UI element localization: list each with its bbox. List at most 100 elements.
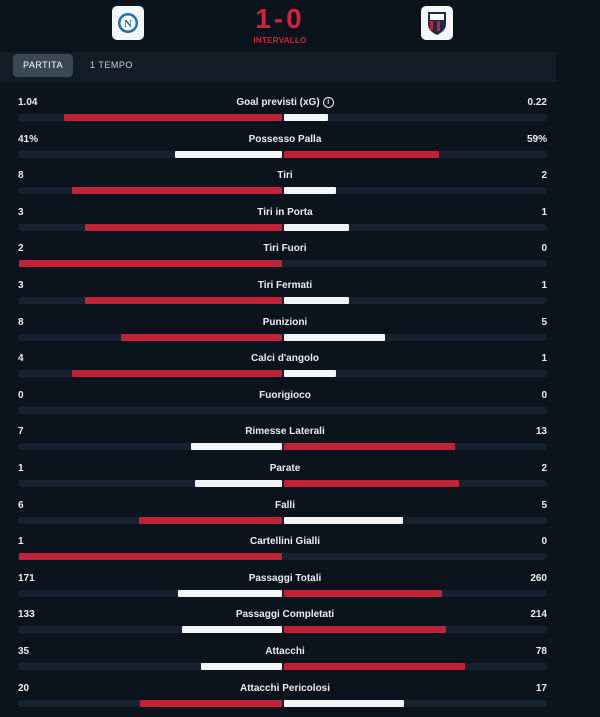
stat-bar-track bbox=[18, 370, 547, 378]
away-stat-value: 1 bbox=[541, 206, 547, 218]
home-stat-bar bbox=[64, 114, 282, 121]
stat-row: 2 Tiri Fuori 0 bbox=[0, 230, 600, 268]
stat-row: 1.04 Goal previsti (xG) i 0.22 bbox=[0, 84, 600, 121]
stat-label: Calci d'angolo bbox=[180, 353, 390, 364]
away-stat-bar bbox=[284, 480, 459, 487]
napoli-crest-icon: N bbox=[118, 13, 138, 33]
stat-label: Tiri Fermati bbox=[180, 280, 390, 291]
home-stat-value: 4 bbox=[18, 353, 24, 365]
stat-label-text: Punizioni bbox=[262, 316, 308, 328]
home-stat-value: 3 bbox=[18, 280, 24, 291]
period-tabs: PARTITA 1 TEMPO bbox=[0, 52, 556, 82]
home-stat-bar bbox=[85, 223, 282, 231]
home-stat-value: 1.04 bbox=[18, 97, 38, 108]
home-team-crest[interactable]: N bbox=[112, 6, 144, 40]
stat-row: 6 Falli 5 bbox=[0, 487, 600, 524]
stat-bar-track bbox=[18, 699, 547, 707]
home-stat-bar bbox=[182, 626, 282, 634]
away-stat-bar bbox=[284, 516, 403, 524]
stat-label-text: Attacchi Pericolosi bbox=[239, 682, 331, 694]
stat-label: Goal previsti (xG) i bbox=[180, 97, 390, 108]
stat-bar-track bbox=[18, 443, 547, 451]
stat-label-text: Parate bbox=[269, 463, 301, 474]
info-icon[interactable]: i bbox=[322, 97, 334, 108]
away-stat-value: 1 bbox=[541, 353, 547, 365]
away-stat-bar bbox=[284, 187, 336, 195]
home-stat-bar bbox=[121, 333, 282, 341]
stat-bar-track bbox=[18, 626, 547, 634]
stat-bar-track bbox=[18, 187, 547, 195]
away-stat-bar bbox=[284, 297, 349, 304]
home-stat-value: 1 bbox=[18, 463, 24, 474]
home-stat-value: 20 bbox=[18, 682, 30, 694]
home-stat-value: 8 bbox=[18, 316, 24, 328]
stat-label-text: Possesso Palla bbox=[248, 133, 322, 145]
stat-row: 7 Rimesse Laterali 13 bbox=[0, 413, 600, 451]
home-stat-bar bbox=[72, 370, 282, 378]
away-stat-value: 0.22 bbox=[527, 97, 547, 108]
home-stat-bar bbox=[178, 589, 282, 597]
stat-label: Fuorigioco bbox=[180, 390, 390, 401]
home-stat-value: 8 bbox=[18, 170, 24, 182]
home-stat-bar bbox=[201, 663, 282, 670]
home-stat-value: 171 bbox=[18, 572, 35, 584]
stat-bar-track bbox=[18, 333, 547, 341]
home-stat-value: 2 bbox=[18, 243, 24, 255]
away-stat-value: 5 bbox=[541, 499, 547, 511]
stat-bar-track bbox=[18, 663, 547, 670]
away-stat-bar bbox=[284, 223, 349, 231]
stat-label: Possesso Palla bbox=[180, 134, 390, 145]
stat-label: Rimesse Laterali bbox=[180, 426, 390, 437]
tab-partita[interactable]: PARTITA bbox=[13, 54, 73, 77]
stat-row: 133 Passaggi Completati 214 bbox=[0, 596, 600, 634]
stat-label-text: Tiri Fermati bbox=[257, 280, 313, 291]
stat-row: 171 Passaggi Totali 260 bbox=[0, 560, 600, 597]
away-stat-value: 78 bbox=[535, 646, 547, 657]
stat-label: Parate bbox=[180, 463, 390, 474]
stat-label-text: Cartellini Gialli bbox=[249, 536, 321, 548]
away-team-crest[interactable] bbox=[421, 6, 453, 40]
stat-label: Falli bbox=[180, 500, 390, 511]
stat-label-text: Goal previsti (xG) bbox=[236, 97, 320, 109]
svg-text:N: N bbox=[124, 18, 132, 30]
home-stat-value: 7 bbox=[18, 426, 24, 438]
stat-bar-track bbox=[18, 480, 547, 487]
away-stat-bar bbox=[284, 333, 385, 341]
home-stat-value: 41% bbox=[18, 133, 39, 145]
home-stat-value: 6 bbox=[18, 499, 24, 511]
bologna-crest-icon bbox=[428, 12, 446, 35]
away-stat-value: 59% bbox=[526, 133, 547, 145]
stat-label: Tiri Fuori bbox=[180, 243, 390, 254]
stat-bar-track bbox=[18, 150, 547, 158]
home-stat-value: 133 bbox=[18, 609, 35, 621]
stat-bar-track bbox=[18, 406, 547, 414]
home-stat-bar bbox=[19, 260, 282, 268]
stat-bar-track bbox=[18, 589, 547, 597]
stat-row: 8 Punizioni 5 bbox=[0, 304, 600, 341]
away-stat-bar bbox=[284, 663, 465, 670]
away-stat-value: 260 bbox=[530, 572, 547, 584]
stat-label-text: Tiri bbox=[277, 170, 293, 182]
home-stat-bar bbox=[195, 480, 282, 487]
stat-label: Passaggi Totali bbox=[180, 573, 390, 584]
stat-row: 1 Parate 2 bbox=[0, 450, 600, 487]
stat-bar-track bbox=[18, 260, 547, 268]
tab-1-tempo[interactable]: 1 TEMPO bbox=[90, 60, 133, 70]
away-stat-bar bbox=[284, 370, 336, 378]
home-stat-value: 3 bbox=[18, 206, 24, 218]
stat-bar-track bbox=[18, 114, 547, 121]
away-stat-bar bbox=[284, 114, 328, 121]
stat-label: Attacchi bbox=[180, 646, 390, 657]
home-stat-value: 35 bbox=[18, 646, 30, 657]
home-stat-bar bbox=[72, 187, 282, 195]
stat-label-text: Attacchi bbox=[265, 646, 305, 657]
stat-row: 3 Tiri Fermati 1 bbox=[0, 267, 600, 304]
stat-label-text: Passaggi Completati bbox=[235, 609, 335, 621]
away-stat-value: 2 bbox=[541, 170, 547, 182]
away-stat-value: 13 bbox=[535, 426, 547, 438]
away-stat-value: 0 bbox=[541, 389, 547, 401]
home-stat-bar bbox=[85, 297, 282, 304]
away-stat-bar bbox=[284, 150, 439, 158]
stat-row: 41% Possesso Palla 59% bbox=[0, 121, 600, 158]
match-status: INTERVALLO bbox=[253, 36, 307, 45]
